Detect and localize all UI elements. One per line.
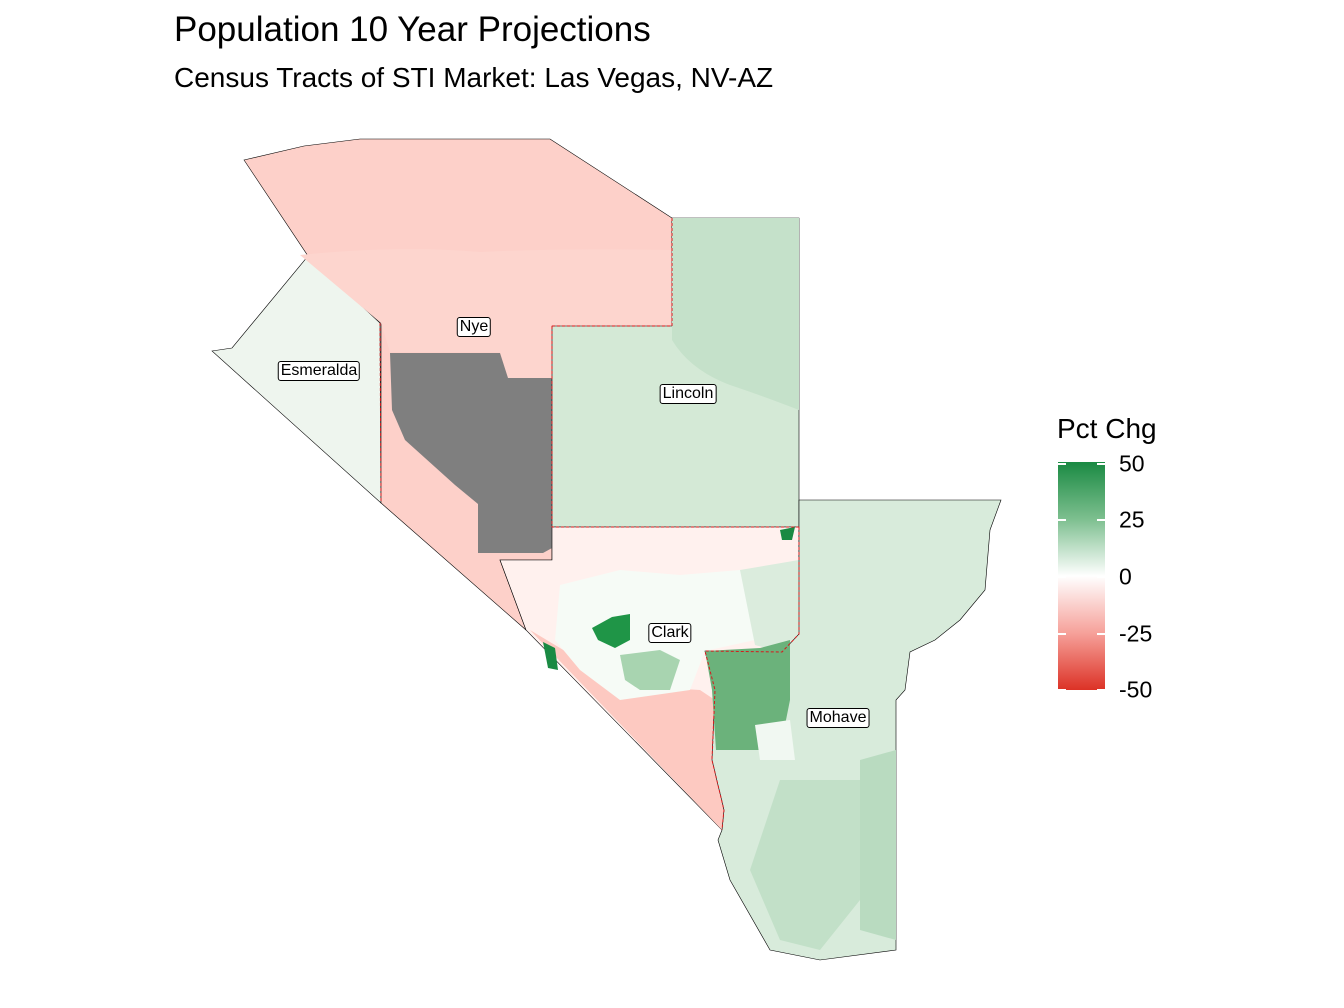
clark-east-tract — [740, 560, 799, 652]
legend-tick-label: 50 — [1119, 450, 1145, 477]
clark-green-tract-2 — [543, 642, 558, 670]
mohave-south-tract — [750, 780, 860, 950]
clark-south-tract — [530, 630, 724, 830]
county-label-nye: Nye — [456, 317, 492, 337]
legend-tick-label: -25 — [1119, 620, 1153, 647]
clark-mixed-tract — [620, 650, 680, 690]
mohave-dark-tract — [705, 640, 790, 750]
mohave-light-tract — [755, 720, 795, 760]
mohave-east-tract — [860, 750, 896, 940]
county-label-lincoln: Lincoln — [659, 384, 717, 404]
legend-tick-label: 25 — [1119, 506, 1145, 533]
county-label-esmeralda: Esmeralda — [277, 361, 361, 381]
nye-missing-data-tract — [390, 353, 552, 553]
legend-tick-label: 0 — [1119, 563, 1132, 590]
legend-title: Pct Chg — [1057, 413, 1157, 444]
county-boundaries — [379, 218, 800, 831]
clark-green-tract-1 — [592, 614, 630, 648]
county-label-clark: Clark — [648, 623, 692, 643]
county-label-mohave: Mohave — [806, 708, 870, 728]
chart-title: Population 10 Year Projections — [174, 10, 651, 49]
lincoln-north-tract — [672, 218, 799, 410]
nye-inner-tract — [300, 249, 672, 378]
chart-subtitle: Census Tracts of STI Market: Las Vegas, … — [174, 62, 774, 93]
legend-tick-label: -50 — [1119, 676, 1153, 703]
clark-green-tract-3 — [780, 527, 795, 540]
